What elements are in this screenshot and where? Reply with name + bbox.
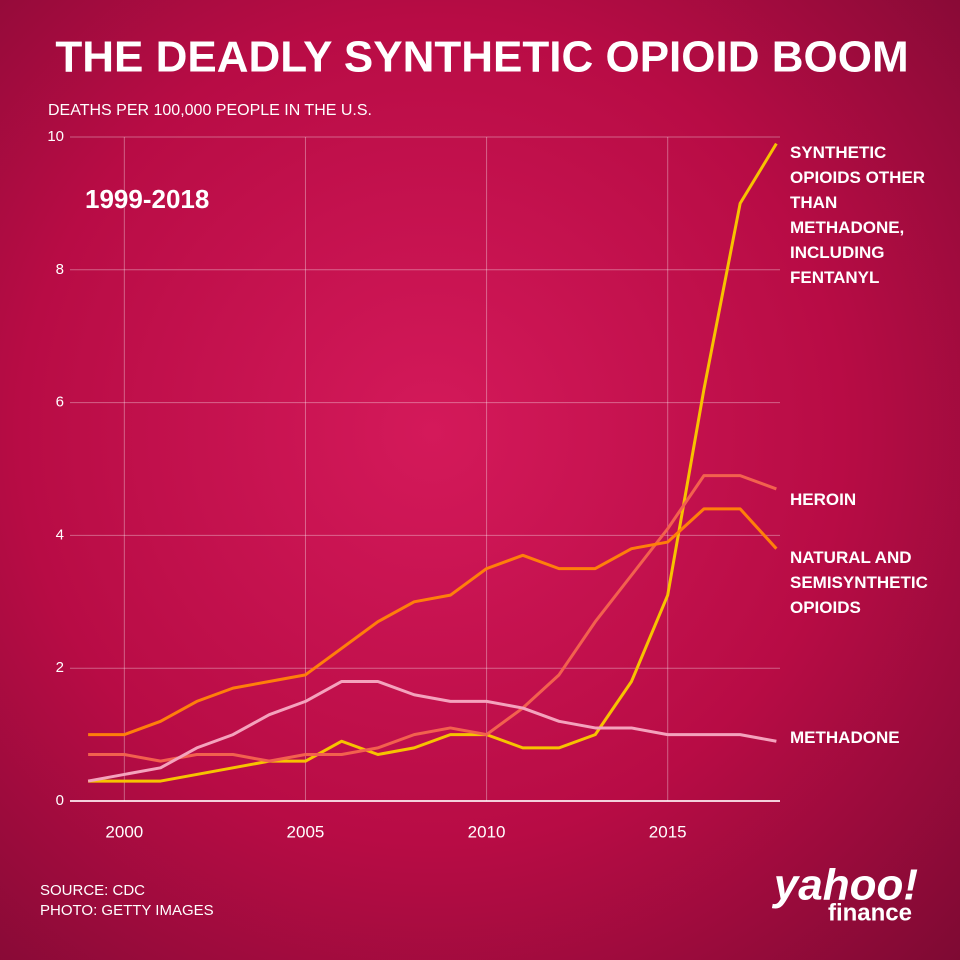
y-tick-label: 6	[56, 394, 64, 411]
source: SOURCE: CDC	[40, 882, 145, 899]
y-tick-label: 2	[56, 659, 64, 676]
annotation: 1999-2018	[85, 184, 209, 214]
chart-title: THE DEADLY SYNTHETIC OPIOID BOOM	[55, 33, 908, 82]
x-tick-label: 2005	[287, 822, 325, 841]
x-tick-label: 2000	[105, 822, 143, 841]
series-line	[88, 507, 778, 737]
x-tick-label: 2015	[649, 822, 687, 841]
y-tick-label: 0	[56, 792, 64, 809]
series-label: SYNTHETIC OPIOIDS OTHER THAN METHADONE, …	[790, 143, 926, 287]
series-line	[88, 474, 777, 763]
logo-brand: yahoo!	[772, 861, 918, 910]
y-tick-label: 10	[47, 128, 64, 145]
x-tick-label: 2010	[468, 822, 506, 841]
series-label: NATURAL AND SEMISYNTHETIC OPIOIDS	[790, 548, 928, 617]
series-label: METHADONE	[790, 728, 900, 747]
y-tick-label: 4	[56, 526, 64, 543]
subtitle: DEATHS PER 100,000 PEOPLE IN THE U.S.	[48, 102, 372, 119]
logo-sub: finance	[828, 899, 912, 926]
photo-credit: PHOTO: GETTY IMAGES	[40, 902, 214, 919]
series-label: HEROIN	[790, 490, 857, 509]
series-line	[88, 142, 778, 783]
y-tick-label: 8	[56, 261, 64, 278]
series-line	[87, 679, 777, 783]
